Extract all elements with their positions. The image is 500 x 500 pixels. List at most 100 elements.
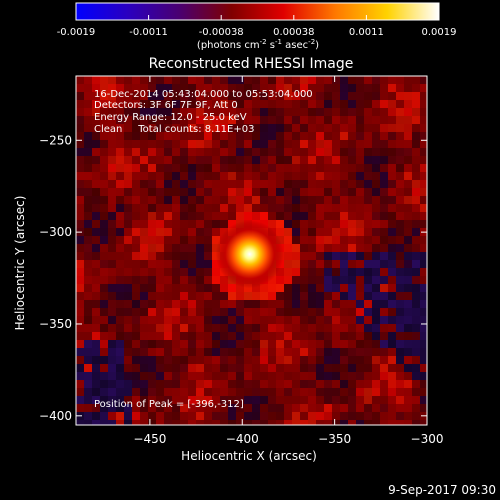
heatmap-cell — [204, 276, 212, 284]
heatmap-cell — [380, 260, 388, 268]
heatmap-cell — [220, 140, 228, 148]
heatmap-cell — [268, 84, 276, 92]
heatmap-cell — [252, 364, 260, 372]
heatmap-cell — [420, 204, 427, 212]
heatmap-cell — [140, 204, 148, 212]
heatmap-cell — [388, 92, 396, 100]
heatmap-cell — [292, 156, 300, 164]
heatmap-cell — [244, 124, 252, 132]
heatmap-cell — [252, 84, 260, 92]
heatmap-cell — [412, 92, 420, 100]
heatmap-cell — [324, 252, 332, 260]
heatmap-cell — [252, 284, 260, 292]
heatmap-cell — [308, 316, 316, 324]
colorbar-tick-label: -0.0019 — [57, 27, 96, 38]
heatmap-cell — [116, 284, 124, 292]
heatmap-cell — [204, 76, 212, 84]
heatmap-cell — [348, 156, 356, 164]
heatmap-cell — [148, 260, 156, 268]
heatmap-cell — [396, 308, 404, 316]
heatmap-cell — [420, 396, 427, 404]
heatmap-cell — [372, 356, 380, 364]
heatmap-cell — [132, 260, 140, 268]
heatmap-cell — [396, 380, 404, 388]
heatmap-noise — [76, 76, 427, 425]
heatmap-cell — [164, 92, 172, 100]
heatmap-cell — [348, 164, 356, 172]
heatmap-cell — [180, 284, 188, 292]
heatmap-cell — [244, 364, 252, 372]
heatmap-cell — [332, 308, 340, 316]
heatmap-cell — [148, 332, 156, 340]
heatmap-cell — [372, 196, 380, 204]
heatmap-cell — [76, 420, 84, 425]
heatmap-cell — [276, 284, 284, 292]
heatmap-cell — [348, 100, 356, 108]
heatmap-cell — [116, 116, 124, 124]
heatmap-cell — [308, 276, 316, 284]
heatmap-cell — [236, 324, 244, 332]
heatmap-cell — [180, 220, 188, 228]
heatmap-cell — [164, 260, 172, 268]
heatmap-cell — [388, 108, 396, 116]
heatmap-cell — [124, 108, 132, 116]
heatmap-cell — [300, 284, 308, 292]
heatmap-cell — [340, 148, 348, 156]
heatmap-cell — [180, 380, 188, 388]
heatmap-cell — [196, 396, 204, 404]
heatmap-cell — [244, 76, 252, 84]
heatmap-cell — [116, 228, 124, 236]
heatmap-cell — [268, 324, 276, 332]
heatmap-cell — [116, 236, 124, 244]
heatmap-cell — [388, 292, 396, 300]
heatmap-cell — [220, 396, 228, 404]
heatmap-cell — [76, 76, 84, 84]
heatmap-cell — [292, 108, 300, 116]
heatmap-cell — [292, 140, 300, 148]
heatmap-cell — [124, 132, 132, 140]
heatmap-cell — [284, 372, 292, 380]
heatmap-cell — [276, 212, 284, 220]
heatmap-cell — [172, 348, 180, 356]
heatmap-cell — [108, 300, 116, 308]
heatmap-cell — [268, 140, 276, 148]
heatmap-cell — [364, 76, 372, 84]
heatmap-cell — [140, 300, 148, 308]
heatmap-cell — [340, 356, 348, 364]
heatmap-cell — [156, 108, 164, 116]
heatmap-cell — [180, 316, 188, 324]
heatmap-cell — [236, 100, 244, 108]
heatmap-cell — [132, 388, 140, 396]
heatmap-cell — [316, 164, 324, 172]
heatmap-cell — [148, 268, 156, 276]
heatmap-cell — [268, 132, 276, 140]
heatmap-cell — [180, 132, 188, 140]
heatmap-cell — [180, 412, 188, 420]
heatmap-cell — [348, 124, 356, 132]
heatmap-cell — [236, 340, 244, 348]
heatmap-cell — [388, 220, 396, 228]
heatmap-cell — [356, 348, 364, 356]
heatmap-cell — [364, 188, 372, 196]
heatmap-cell — [300, 308, 308, 316]
heatmap-cell — [364, 148, 372, 156]
heatmap-cell — [212, 196, 220, 204]
heatmap-cell — [212, 268, 220, 276]
heatmap-cell — [108, 396, 116, 404]
y-axis: −250−300−350−400 — [39, 133, 427, 423]
heatmap-cell — [204, 404, 212, 412]
heatmap-cell — [148, 236, 156, 244]
heatmap-cell — [220, 364, 228, 372]
heatmap-cell — [204, 412, 212, 420]
heatmap-cell — [132, 380, 140, 388]
heatmap-cell — [268, 412, 276, 420]
heatmap-cell — [412, 420, 420, 425]
heatmap-cell — [100, 76, 108, 84]
heatmap-cell — [244, 300, 252, 308]
heatmap-cell — [412, 308, 420, 316]
heatmap-cell — [388, 364, 396, 372]
heatmap-cell — [356, 196, 364, 204]
heatmap-cell — [412, 324, 420, 332]
heatmap-cell — [276, 100, 284, 108]
heatmap-cell — [300, 148, 308, 156]
